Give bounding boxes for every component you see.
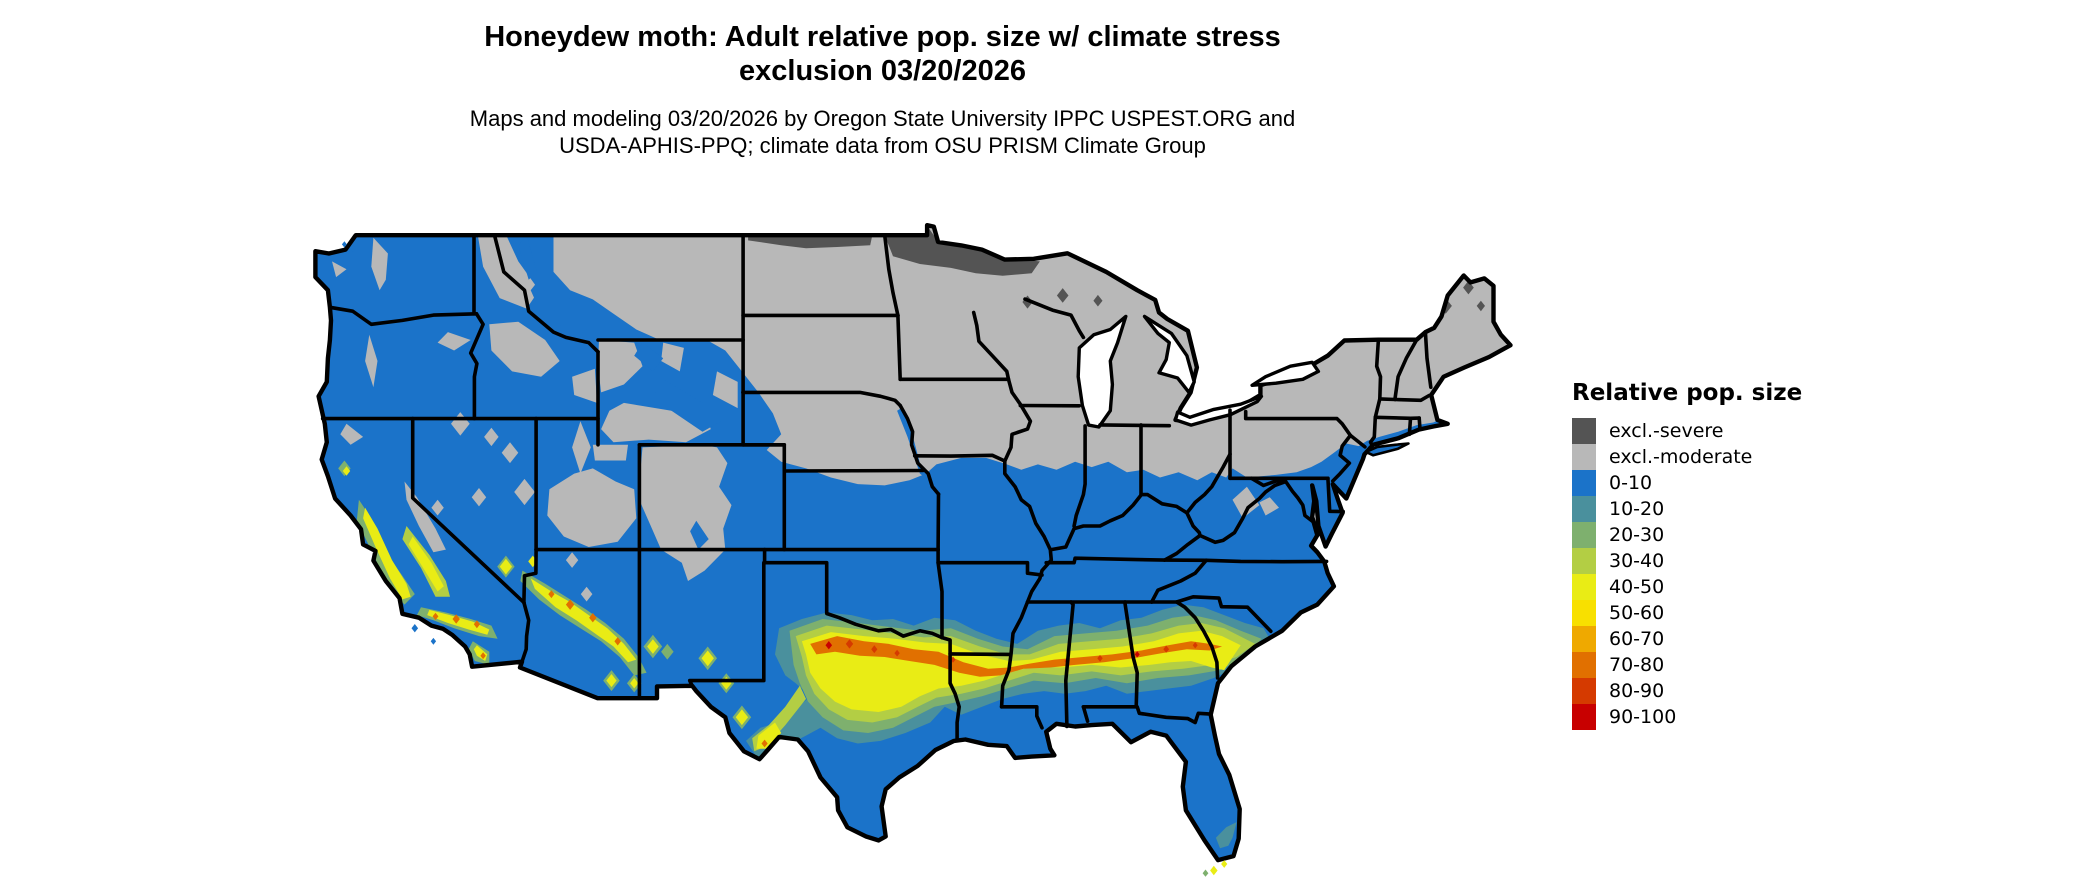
legend-swatch: [1572, 626, 1596, 652]
legend-item: 60-70: [1572, 626, 1802, 652]
legend-item: 80-90: [1572, 678, 1802, 704]
legend-item-label: 90-100: [1609, 706, 1677, 728]
legend-swatch: [1572, 522, 1596, 548]
state-borders: [320, 233, 1433, 742]
legend-item-label: 0-10: [1609, 472, 1653, 494]
legend-item-label: 50-60: [1609, 602, 1665, 624]
legend-item-label: 40-50: [1609, 576, 1665, 598]
legend-swatch: [1572, 704, 1596, 730]
legend-swatch: [1572, 600, 1596, 626]
legend-item-label: 10-20: [1609, 498, 1665, 520]
islands-and-keys: [341, 241, 1228, 877]
legend-items: excl.-severe excl.-moderate 0-10 10-20 20-30…: [1572, 418, 1802, 730]
legend-item: excl.-severe: [1572, 418, 1802, 444]
legend-item-label: 20-30: [1609, 524, 1665, 546]
legend-item-label: 30-40: [1609, 550, 1665, 572]
legend-item: 40-50: [1572, 574, 1802, 600]
legend-item: 90-100: [1572, 704, 1802, 730]
legend-swatch: [1572, 652, 1596, 678]
legend-item: excl.-moderate: [1572, 444, 1802, 470]
map-subtitle-line1: Maps and modeling 03/20/2026 by Oregon S…: [469, 106, 1296, 131]
legend-item-label: excl.-severe: [1609, 420, 1724, 442]
long-island: [1364, 442, 1410, 457]
legend-swatch: [1572, 548, 1596, 574]
legend-swatch: [1572, 496, 1596, 522]
legend-item: 20-30: [1572, 522, 1802, 548]
legend-item: 70-80: [1572, 652, 1802, 678]
map-title-line2: exclusion 03/20/2026: [739, 55, 1026, 87]
map-subtitle-line2: USDA-APHIS-PPQ; climate data from OSU PR…: [559, 133, 1206, 158]
legend-item: 10-20: [1572, 496, 1802, 522]
legend-item: 0-10: [1572, 470, 1802, 496]
legend-item: 50-60: [1572, 600, 1802, 626]
legend-swatch: [1572, 444, 1596, 470]
map-title-line1: Honeydew moth: Adult relative pop. size …: [484, 21, 1281, 53]
country-outline: [313, 223, 1513, 863]
great-lakes: [1076, 314, 1321, 429]
legend: Relative pop. size excl.-severe excl.-mod…: [1572, 380, 1802, 730]
legend-item-label: 80-90: [1609, 680, 1665, 702]
legend-swatch: [1572, 574, 1596, 600]
legend-item: 30-40: [1572, 548, 1802, 574]
legend-swatch: [1572, 678, 1596, 704]
legend-item-label: 70-80: [1609, 654, 1665, 676]
header: Honeydew moth: Adult relative pop. size …: [0, 20, 1765, 159]
legend-swatch: [1572, 470, 1596, 496]
legend-item-label: excl.-moderate: [1609, 446, 1753, 468]
legend-swatch: [1572, 418, 1596, 444]
legend-item-label: 60-70: [1609, 628, 1665, 650]
legend-title: Relative pop. size: [1572, 380, 1803, 406]
